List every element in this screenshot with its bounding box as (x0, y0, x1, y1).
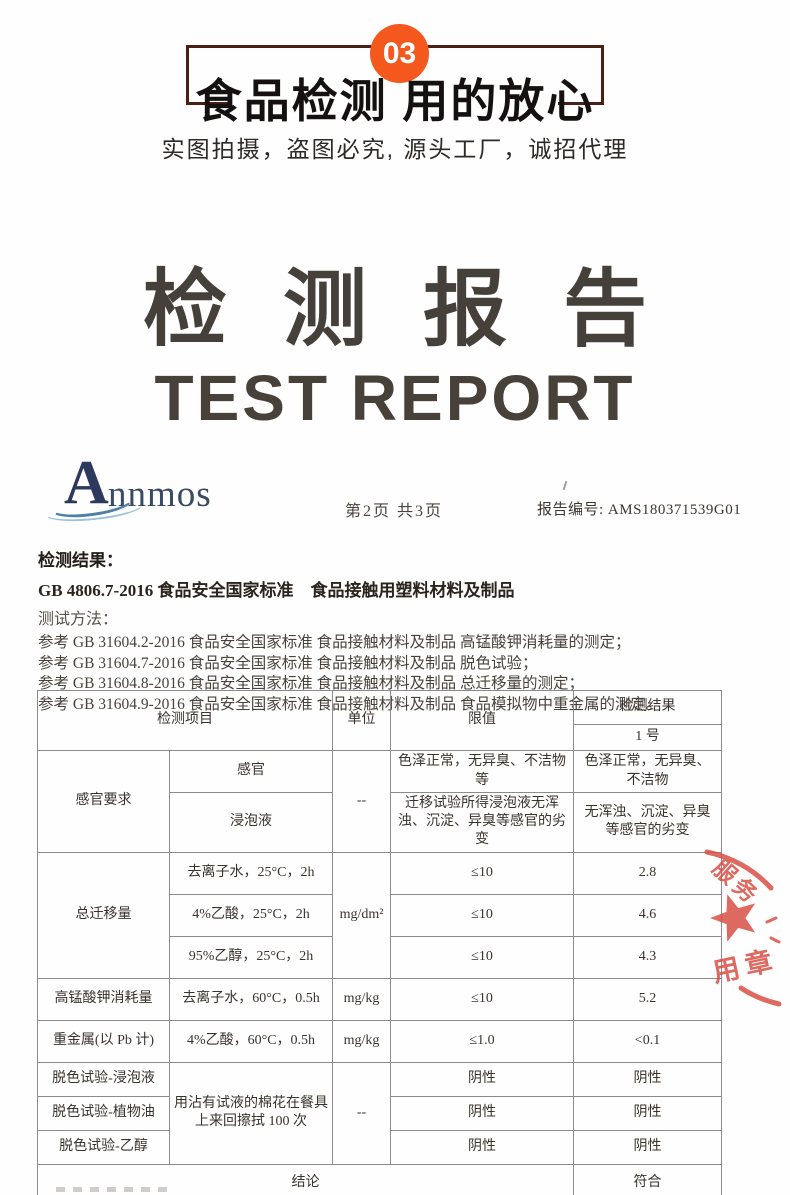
frame-line-left (186, 45, 189, 105)
results-table: 检测项目 单位 限值 检测结果 1 号 感官要求 感官 -- 色泽正常，无异臭、… (37, 690, 722, 1195)
cell-decolor-condition: 用沾有试液的棉花在餐具上来回擦拭 100 次 (169, 1061, 333, 1165)
banner-subtitle: 实图拍摄，盗图必究, 源头工厂，诚招代理 (161, 136, 629, 162)
stamp-arc-top (704, 849, 774, 891)
report-number-value: AMS180371539G01 (607, 502, 742, 518)
cell-migration-group: 总迁移量 (37, 851, 170, 979)
cell-soak-result: 无浑浊、沉淀、异臭等感官的劣变 (573, 792, 722, 853)
cell-decolor-name: 脱色试验-浸泡液 (37, 1061, 170, 1097)
cell-limit: ≤10 (390, 851, 574, 895)
approval-stamp: 服务 用章 (704, 849, 782, 1007)
cell-migration-unit: mg/dm² (332, 851, 391, 979)
report-title-en: TEST REPORT (154, 362, 636, 434)
cell-limit: ≤10 (390, 893, 574, 937)
cell-sensory-group: 感官要求 (37, 750, 170, 853)
frame-line-right (601, 45, 604, 105)
cell-decolor-result: 阴性 (573, 1061, 722, 1097)
cell-sensory-limit: 色泽正常，无异臭、不洁物等 (390, 750, 574, 793)
cell-result: 2.8 (573, 851, 722, 895)
frame-line-right-stub (558, 102, 604, 105)
cell-result: 4.3 (573, 935, 722, 979)
cell-limit: ≤10 (390, 935, 574, 979)
cell-decolor-name: 脱色试验-乙醇 (37, 1129, 170, 1165)
cell-kmno4-limit: ≤10 (390, 977, 574, 1021)
cell-sensory-name: 感官 (169, 750, 333, 793)
report-title-cn: 检测报告 (142, 264, 703, 357)
cell-condition: 95%乙醇，25°C，2h (169, 935, 333, 979)
cell-decolor-limit: 阴性 (390, 1095, 574, 1131)
method-line: 参考 GB 31604.2-2016 食品安全国家标准 食品接触材料及制品 高锰… (38, 634, 631, 651)
logo-wordmark: nnmos (108, 474, 212, 515)
report-number: 报告编号: AMS180371539G01 (537, 498, 741, 519)
cell-kmno4-result: 5.2 (573, 977, 722, 1021)
standard-line: GB 4806.7-2016 食品安全国家标准 食品接触用塑料材料及制品 (38, 581, 515, 600)
logo-swoosh-icon (43, 492, 145, 526)
cell-sensory-unit: -- (332, 750, 391, 853)
report-number-label: 报告编号: (537, 502, 608, 518)
step-badge: 03 (370, 24, 429, 83)
cell-decolor-result: 阴性 (573, 1129, 722, 1165)
cell-soak-limit: 迁移试验所得浸泡液无浑浊、沉淀、异臭等感官的劣变 (390, 792, 574, 853)
header-result: 检测结果 (573, 690, 722, 725)
stray-ink-mark (562, 480, 568, 491)
cell-kmno4-condition: 去离子水，60°C，0.5h (169, 977, 333, 1021)
cell-heavy-metal-name: 重金属(以 Pb 计) (37, 1019, 170, 1063)
stamp-arc-bottom (738, 985, 782, 1007)
cell-heavy-metal-condition: 4%乙酸，60°C，0.5h (169, 1019, 333, 1063)
cell-decolor-name: 脱色试验-植物油 (37, 1095, 170, 1131)
cell-kmno4-unit: mg/kg (332, 977, 391, 1021)
frame-line-left-stub (186, 102, 232, 105)
header-sample: 1 号 (573, 724, 722, 751)
results-heading: 检测结果： (38, 551, 123, 570)
page-indicator: 第2页 共3页 (345, 503, 444, 520)
stamp-mark (765, 916, 778, 924)
cutoff-text-fragment (56, 1187, 174, 1192)
cell-heavy-metal-limit: ≤1.0 (390, 1019, 574, 1063)
company-logo: A nnmos (43, 449, 242, 536)
cell-heavy-metal-unit: mg/kg (332, 1019, 391, 1063)
cell-decolor-result: 阴性 (573, 1095, 722, 1131)
header-limit: 限值 (390, 690, 574, 751)
stamp-text-bottom: 用章 (710, 944, 781, 988)
header-item: 检测项目 (37, 690, 333, 751)
stamp-star-icon (709, 894, 756, 942)
cell-conclusion-value: 符合 (573, 1163, 722, 1195)
method-line: 参考 GB 31604.7-2016 食品安全国家标准 食品接触材料及制品 脱色… (38, 654, 538, 672)
banner-title: 食品检测 用的放心 (195, 75, 595, 127)
cell-kmno4-name: 高锰酸钾消耗量 (37, 977, 170, 1021)
cell-decolor-unit: -- (332, 1061, 391, 1165)
logo-initial: A (64, 449, 109, 517)
cell-decolor-limit: 阴性 (390, 1061, 574, 1097)
cell-condition: 去离子水，25°C，2h (169, 851, 333, 895)
cell-decolor-limit: 阴性 (390, 1129, 574, 1165)
cell-condition: 4%乙酸，25°C，2h (169, 893, 333, 937)
cell-soak-name: 浸泡液 (169, 792, 333, 853)
method-line: 参考 GB 31604.8-2016 食品安全国家标准 食品接触材料及制品 总迁… (38, 675, 584, 692)
method-heading: 测试方法： (38, 611, 119, 628)
cell-heavy-metal-result: <0.1 (573, 1019, 722, 1063)
cell-sensory-result: 色泽正常，无异臭、不洁物 (573, 750, 722, 793)
stamp-mark (769, 936, 781, 944)
header-unit: 单位 (332, 690, 391, 751)
